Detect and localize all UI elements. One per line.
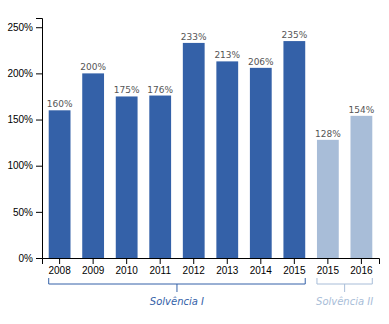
y-tick-label: 50% [13,207,33,218]
bars [49,41,373,258]
y-axis-line [36,19,43,259]
x-tick-label: 2015 [317,265,340,276]
x-tick-label: 2010 [116,265,139,276]
data-label: 233% [181,32,207,42]
x-tick-mark [361,258,362,264]
bar [317,140,339,258]
x-tick-mark [227,258,228,264]
bar [183,43,205,258]
bar [49,110,71,258]
x-tick: 2008 [48,258,71,276]
x-tick: 2016 [350,258,373,276]
y-tick: 200% [7,68,42,79]
y-tick: 150% [7,114,42,125]
y-axis: 0% 50% 100% 150% 200% 250% [7,19,42,264]
y-tick-label: 250% [7,22,33,33]
data-label: 128% [315,129,341,139]
bar [250,68,272,258]
x-tick-label: 2009 [82,265,105,276]
x-tick-label: 2013 [216,265,239,276]
group-braces: Solvência I Solvência II [49,278,374,307]
x-tick: 2014 [250,258,273,276]
x-tick-mark [193,258,194,264]
y-tick-mark [36,73,42,74]
x-tick: 2015 [283,258,306,276]
x-tick-mark [294,258,295,264]
brace [49,278,306,292]
y-tick-mark [36,27,42,28]
x-tick: 2013 [216,258,239,276]
y-tick: 50% [13,207,42,218]
y-tick-mark [36,212,42,213]
data-label: 213% [214,50,240,60]
y-tick-label: 0% [19,253,34,264]
bar [149,96,171,258]
x-tick-label: 2015 [283,265,306,276]
x-tick-mark [59,258,60,264]
y-tick: 0% [19,253,42,264]
data-label: 175% [114,85,140,95]
data-labels: 160% 200% 175% 176% 233% 213% 206% 235% 128% 154% [47,30,375,139]
y-tick-label: 100% [7,160,33,171]
chart: 0% 50% 100% 150% 200% 250% 2008 2009 2010 2011 201… [0,0,389,324]
x-tick: 2009 [82,258,105,276]
y-tick-label: 150% [7,114,33,125]
x-tick-label: 2008 [48,265,71,276]
x-tick: 2015 [317,258,340,276]
brace [317,278,372,292]
x-axis-line [43,259,380,265]
y-tick: 100% [7,160,42,171]
x-tick-label: 2014 [250,265,273,276]
data-label: 235% [281,30,307,40]
data-label: 176% [147,85,173,95]
plot: 0% 50% 100% 150% 200% 250% 2008 2009 2010 2011 201… [7,19,379,308]
x-tick-mark [327,258,328,264]
x-tick: 2012 [183,258,206,276]
data-label: 206% [248,57,274,67]
bar [216,61,238,258]
x-tick-label: 2016 [350,265,373,276]
x-axis: 2008 2009 2010 2011 2012 2013 2014 2015 2015 2016 [43,258,380,276]
y-tick: 250% [7,22,42,33]
x-tick-mark [260,258,261,264]
x-tick-mark [93,258,94,264]
bar [82,73,104,258]
bar [116,96,138,258]
data-label: 160% [47,99,73,109]
bar [350,116,372,258]
x-tick: 2011 [149,258,171,276]
x-tick-label: 2011 [149,265,171,276]
x-tick-mark [126,258,127,264]
x-tick-label: 2012 [183,265,206,276]
x-tick-mark [160,258,161,264]
group-label: Solvência I [150,296,204,307]
data-label: 154% [349,105,375,115]
y-tick-mark [36,120,42,121]
y-tick-label: 200% [7,68,33,79]
bar [283,41,305,258]
y-tick-mark [36,166,42,167]
group-label: Solvência II [316,296,373,307]
y-tick-mark [36,258,42,259]
x-tick: 2010 [116,258,139,276]
data-label: 200% [80,62,106,72]
